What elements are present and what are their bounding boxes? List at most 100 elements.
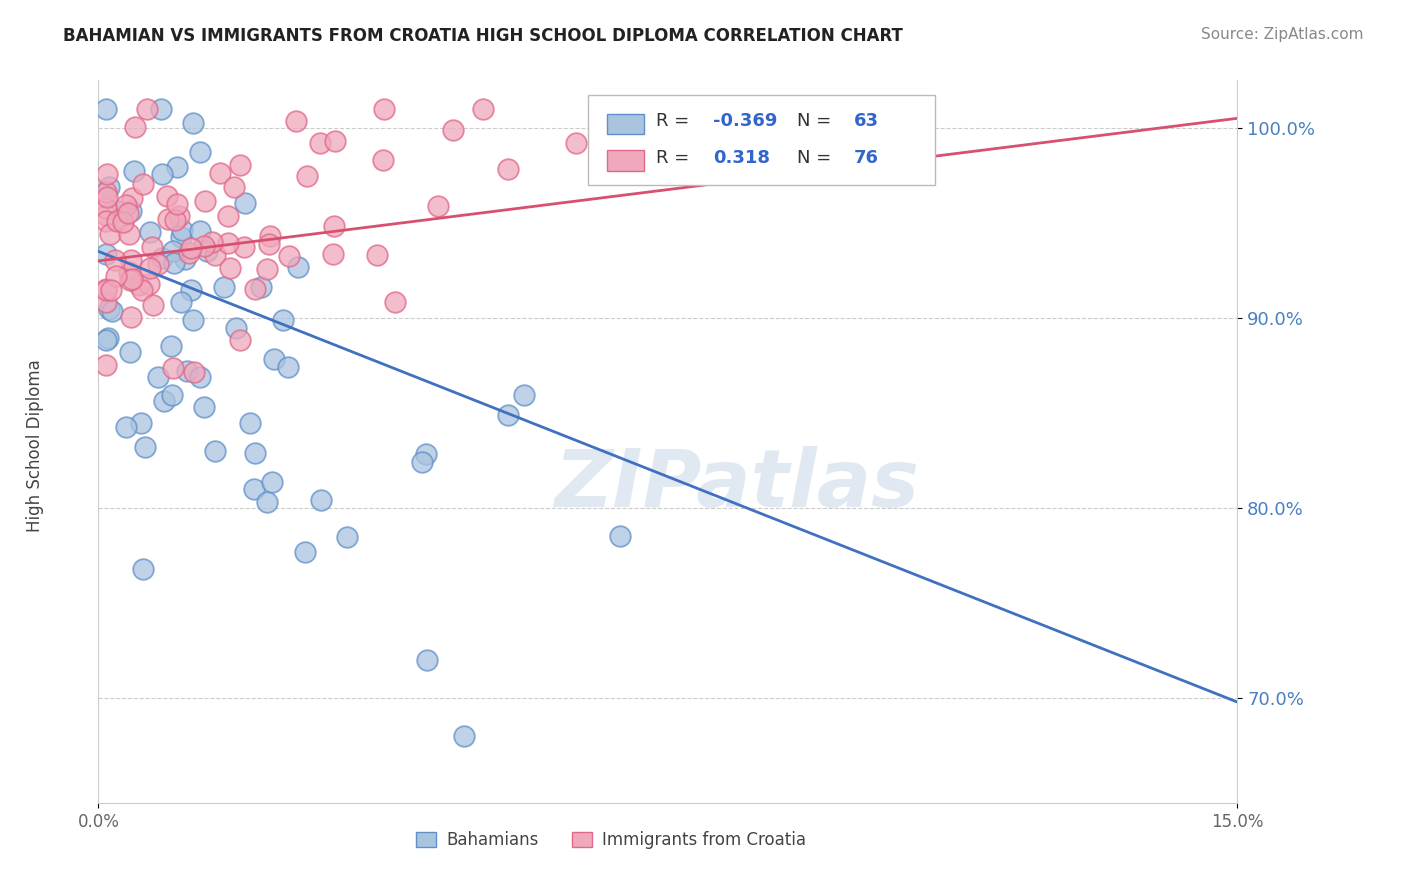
FancyBboxPatch shape	[588, 95, 935, 185]
Point	[336, 530, 359, 544]
Text: Source: ZipAtlas.com: Source: ZipAtlas.com	[1201, 27, 1364, 42]
Point	[309, 136, 332, 151]
Point	[217, 236, 239, 251]
Point	[245, 446, 267, 460]
Point	[243, 282, 266, 296]
Point	[131, 562, 153, 576]
Point	[257, 236, 280, 251]
Point	[134, 440, 156, 454]
Point	[238, 416, 260, 430]
Text: R =: R =	[657, 149, 690, 167]
Point	[122, 163, 145, 178]
FancyBboxPatch shape	[607, 114, 644, 135]
Point	[256, 495, 278, 509]
Point	[183, 365, 205, 379]
Point	[120, 310, 142, 325]
Point	[222, 179, 245, 194]
Point	[193, 239, 215, 253]
Point	[97, 302, 120, 317]
Point	[426, 199, 449, 213]
Text: 0.318: 0.318	[713, 149, 770, 167]
Point	[263, 352, 285, 367]
Point	[166, 197, 188, 211]
Point	[295, 169, 318, 183]
Point	[162, 244, 184, 259]
Point	[98, 227, 121, 242]
Point	[100, 304, 122, 318]
Point	[496, 161, 519, 176]
Point	[271, 313, 294, 327]
Point	[118, 265, 141, 279]
FancyBboxPatch shape	[607, 151, 644, 170]
Text: 63: 63	[853, 112, 879, 130]
Point	[124, 120, 146, 134]
Point	[323, 135, 346, 149]
Point	[193, 400, 215, 414]
Point	[411, 455, 433, 469]
Point	[250, 280, 273, 294]
Point	[120, 273, 142, 287]
Point	[97, 331, 120, 345]
Point	[150, 251, 173, 265]
Point	[188, 369, 211, 384]
Point	[132, 177, 155, 191]
Point	[373, 102, 395, 116]
Point	[277, 360, 299, 375]
Point	[172, 223, 194, 237]
Point	[94, 358, 117, 372]
Point	[160, 338, 183, 352]
Point	[225, 321, 247, 335]
Text: N =: N =	[797, 149, 831, 167]
Point	[157, 212, 180, 227]
Point	[129, 416, 152, 430]
Point	[117, 206, 139, 220]
Point	[163, 256, 186, 270]
Point	[94, 214, 117, 228]
Point	[105, 214, 128, 228]
Point	[94, 282, 117, 296]
Point	[170, 295, 193, 310]
Point	[94, 185, 117, 199]
Point	[194, 194, 217, 209]
Point	[162, 361, 184, 376]
Point	[188, 223, 211, 237]
Point	[146, 257, 169, 271]
Text: N =: N =	[797, 112, 831, 130]
Point	[173, 252, 195, 266]
Point	[496, 408, 519, 422]
Point	[233, 196, 256, 211]
Point	[322, 246, 344, 260]
Point	[169, 230, 191, 244]
Point	[98, 180, 121, 194]
Point	[115, 197, 138, 211]
Point	[188, 145, 211, 160]
Point	[384, 294, 406, 309]
Point	[120, 204, 142, 219]
Point	[96, 283, 118, 297]
Point	[96, 190, 118, 204]
Point	[294, 545, 316, 559]
Point	[105, 268, 128, 283]
Point	[609, 529, 631, 543]
Point	[209, 166, 232, 180]
Point	[204, 248, 226, 262]
Point	[183, 116, 205, 130]
Point	[181, 312, 204, 326]
Text: BAHAMIAN VS IMMIGRANTS FROM CROATIA HIGH SCHOOL DIPLOMA CORRELATION CHART: BAHAMIAN VS IMMIGRANTS FROM CROATIA HIGH…	[63, 27, 903, 45]
Point	[160, 388, 183, 402]
Point	[180, 284, 202, 298]
Point	[371, 153, 394, 167]
Point	[118, 227, 141, 241]
Point	[416, 653, 439, 667]
Text: ZIPatlas: ZIPatlas	[554, 446, 918, 524]
Point	[287, 260, 309, 274]
Point	[118, 344, 141, 359]
Point	[169, 209, 191, 223]
Point	[366, 247, 388, 261]
Point	[138, 277, 160, 291]
Point	[139, 225, 162, 239]
Point	[212, 279, 235, 293]
Point	[120, 252, 142, 267]
Point	[131, 283, 153, 297]
Point	[177, 246, 200, 260]
